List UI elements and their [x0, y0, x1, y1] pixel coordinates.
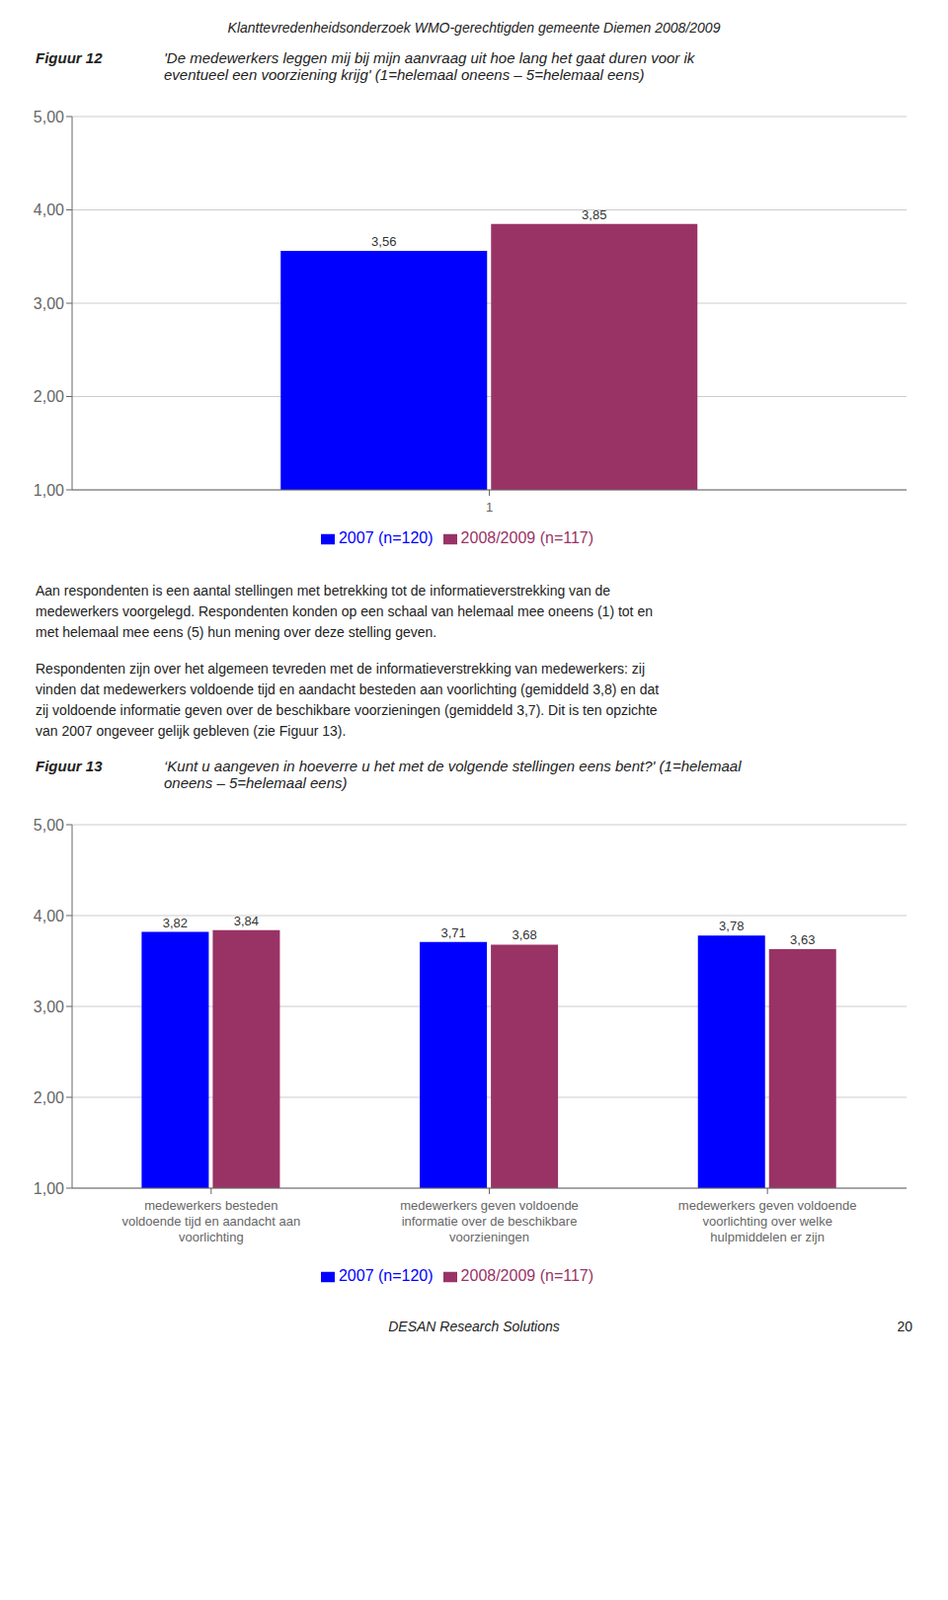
html-text:‘Kunt u aangeven in hoeverre u: ‘Kunt u aangeven in hoeverre u het met d… — [163, 757, 742, 775]
html-text:2007 (n=120): 2007 (n=120) — [338, 1266, 434, 1284]
svg-text:2,00: 2,00 — [33, 1089, 65, 1106]
svg-text:3,71: 3,71 — [440, 925, 466, 941]
html-text:zij voldoende informatie geven: zij voldoende informatie geven over de b… — [35, 702, 658, 718]
html-text:Aan respondenten is een aantal: Aan respondenten is een aantal stellinge… — [35, 582, 611, 599]
svg-text:4,00: 4,00 — [33, 201, 65, 219]
html-text:DESAN Research Solutions: DESAN Research Solutions — [388, 1318, 560, 1335]
html-text:20: 20 — [897, 1318, 913, 1335]
svg-text:3,78: 3,78 — [718, 918, 744, 934]
svg-text:medewerkers bestedenvoldoende: medewerkers bestedenvoldoende tijd en aa… — [121, 1197, 301, 1245]
html-text:van 2007 ongeveer gelijk geble: van 2007 ongeveer gelijk gebleven (zie F… — [35, 722, 347, 739]
html-text:met helemaal mee eens (5) hun: met helemaal mee eens (5) hun mening ove… — [35, 624, 437, 640]
svg-text:3,00: 3,00 — [33, 998, 65, 1016]
html-text:2008/2009 (n=117): 2008/2009 (n=117) — [460, 1266, 594, 1284]
svg-text:4,00: 4,00 — [33, 907, 65, 925]
svg-text:3,00: 3,00 — [33, 295, 65, 313]
svg-text:2,00: 2,00 — [33, 388, 65, 405]
svg-text:3,82: 3,82 — [162, 915, 188, 931]
svg-text:3,85: 3,85 — [581, 207, 607, 223]
svg-text:medewerkers geven voldoendevoo: medewerkers geven voldoendevoorlichting … — [678, 1197, 858, 1245]
html-text:Figuur 12: Figuur 12 — [35, 49, 103, 67]
html-text:oneens – 5=helemaal eens): oneens – 5=helemaal eens) — [163, 774, 348, 791]
svg-text:1,00: 1,00 — [33, 1180, 65, 1197]
html-text:eventueel een voorziening krij: eventueel een voorziening krijg' (1=hele… — [163, 66, 645, 83]
svg-text:5,00: 5,00 — [33, 816, 65, 834]
svg-text:1: 1 — [485, 499, 493, 515]
svg-text:1,00: 1,00 — [33, 481, 65, 499]
svg-text:3,56: 3,56 — [371, 234, 396, 249]
html-text:Figuur 13: Figuur 13 — [35, 757, 103, 775]
html-text:medewerkers voorgelegd. Respon: medewerkers voorgelegd. Respondenten kon… — [35, 603, 653, 620]
svg-text:3,63: 3,63 — [790, 932, 815, 948]
html-text:vinden dat medewerkers voldoen: vinden dat medewerkers voldoende tijd en… — [35, 681, 659, 698]
svg-text:3,68: 3,68 — [511, 927, 537, 943]
html-text:Klanttevredenheidsonderzoek WM: Klanttevredenheidsonderzoek WMO-gerechti… — [227, 19, 721, 36]
svg-text:5,00: 5,00 — [33, 108, 65, 126]
html-text:Respondenten zijn over het alg: Respondenten zijn over het algemeen tevr… — [35, 660, 645, 677]
svg-text:3,84: 3,84 — [234, 913, 259, 929]
html-text:2007 (n=120): 2007 (n=120) — [338, 529, 434, 547]
svg-text:medewerkers geven voldoendeinf: medewerkers geven voldoendeinformatie ov… — [399, 1197, 579, 1245]
html-text:'De medewerkers leggen mij bij: 'De medewerkers leggen mij bij mijn aanv… — [163, 49, 695, 67]
html-text:2008/2009 (n=117): 2008/2009 (n=117) — [460, 529, 594, 547]
